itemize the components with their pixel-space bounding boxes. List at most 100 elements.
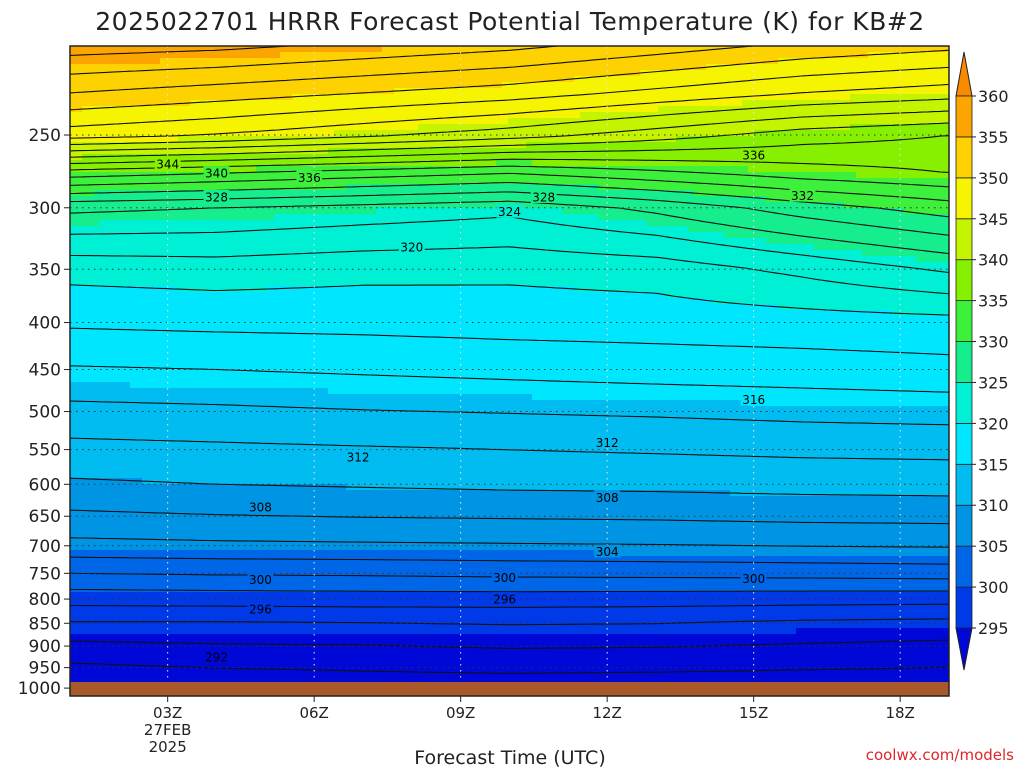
theta-cell [766,160,773,167]
theta-cell [130,214,137,221]
theta-cell [916,202,923,209]
theta-cell [532,46,539,53]
theta-cell [706,178,713,185]
theta-cell [706,154,713,161]
theta-cell [430,142,437,149]
theta-cell [652,70,659,77]
theta-cell [832,64,839,71]
theta-cell [928,52,935,59]
theta-cell [724,64,731,71]
theta-cell [664,196,671,203]
theta-cell [658,76,665,83]
theta-cell [436,64,443,71]
theta-cell [136,88,143,95]
theta-cell [652,244,659,251]
theta-cell [346,112,353,119]
theta-cell [106,58,113,65]
theta-cell [298,208,305,215]
theta-cell [688,136,695,143]
theta-cell [466,172,473,179]
theta-cell [910,244,917,251]
theta-cell [94,124,101,131]
theta-cell [808,88,815,95]
theta-cell [334,238,341,245]
theta-cell [790,244,797,251]
theta-cell [790,202,797,209]
theta-cell [892,58,899,65]
theta-cell [184,208,191,215]
theta-cell [340,196,347,203]
theta-cell [358,70,365,77]
theta-cell [550,100,557,107]
theta-cell [940,214,947,221]
theta-cell [664,94,671,101]
theta-cell [850,76,857,83]
theta-cell [946,238,949,245]
theta-cell [856,196,863,203]
theta-cell [76,232,83,239]
theta-cell [676,70,683,77]
theta-cell [640,124,647,131]
theta-cell [550,58,557,65]
theta-cell [406,64,413,71]
theta-cell [454,124,461,131]
theta-cell [652,190,659,197]
theta-cell [106,124,113,131]
theta-cell [346,136,353,143]
theta-cell [706,136,713,143]
theta-cell [70,226,77,233]
theta-cell [136,220,143,227]
theta-cell [94,142,101,149]
theta-cell [82,214,89,221]
theta-cell [388,244,395,251]
theta-cell [100,172,107,179]
theta-cell [460,172,467,179]
theta-cell [832,208,839,215]
theta-cell [460,208,467,215]
theta-cell [334,136,341,143]
theta-cell [640,178,647,185]
theta-cell [688,160,695,167]
theta-cell [118,100,125,107]
theta-cell [730,154,737,161]
theta-cell [592,160,599,167]
theta-cell [832,58,839,65]
theta-cell [628,76,635,83]
theta-cell [268,94,275,101]
theta-cell [418,76,425,83]
theta-cell [568,94,575,101]
theta-cell [466,52,473,59]
theta-cell [352,46,359,53]
theta-cell [880,238,887,245]
theta-cell [154,76,161,83]
theta-cell [670,208,677,215]
theta-cell [238,142,245,149]
theta-cell [232,244,239,251]
theta-cell [742,160,749,167]
theta-cell [868,94,875,101]
theta-cell [412,202,419,209]
theta-cell [406,94,413,101]
theta-cell [526,52,533,59]
theta-cell [112,112,119,119]
theta-cell [676,94,683,101]
theta-cell [850,208,857,215]
theta-cell [160,94,167,101]
theta-cell [904,154,911,161]
theta-cell [124,52,131,59]
theta-cell [400,202,407,209]
theta-cell [826,208,833,215]
theta-cell [640,46,647,53]
theta-cell [532,88,539,95]
theta-cell [382,208,389,215]
theta-cell [574,214,581,221]
theta-cell [616,160,623,167]
theta-cell [106,196,113,203]
theta-cell [598,58,605,65]
theta-cell [580,178,587,185]
theta-cell [196,208,203,215]
theta-cell [778,124,785,131]
theta-cell [214,184,221,191]
theta-cell [646,220,653,227]
theta-cell [604,112,611,119]
